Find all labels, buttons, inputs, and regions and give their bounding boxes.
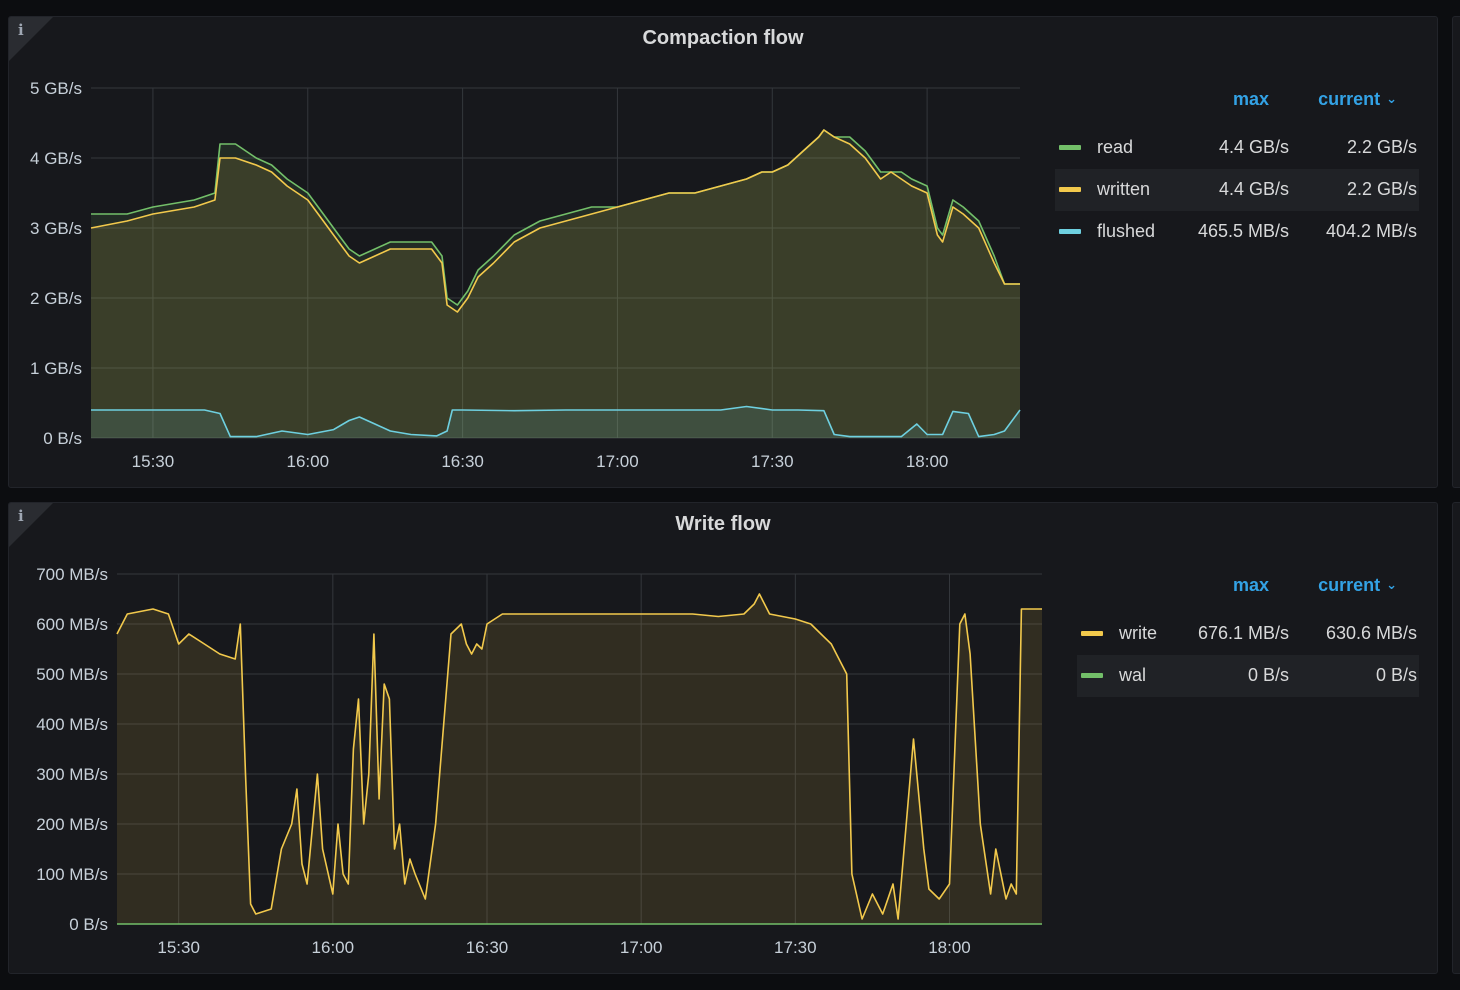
series-swatch <box>1081 673 1103 678</box>
chevron-down-icon: ⌄ <box>1386 577 1397 592</box>
legend-item-wal[interactable]: wal 0 B/s 0 B/s <box>1077 655 1419 697</box>
x-tick-label: 17:30 <box>774 938 817 957</box>
compaction-flow-panel: i Compaction flow 0 B/s 1 GB/s 2 GB/s 3 GB/… <box>8 16 1438 488</box>
y-tick-label: 500 MB/s <box>36 665 108 684</box>
legend-current-value: 404.2 MB/s <box>1325 221 1417 241</box>
y-tick-label: 100 MB/s <box>36 865 108 884</box>
y-tick-label: 0 B/s <box>43 429 82 448</box>
legend-current-value: 630.6 MB/s <box>1325 623 1417 643</box>
y-tick-label: 300 MB/s <box>36 765 108 784</box>
y-tick-label: 600 MB/s <box>36 615 108 634</box>
x-tick-label: 17:00 <box>620 938 663 957</box>
compaction-flow-chart[interactable]: 0 B/s 1 GB/s 2 GB/s 3 GB/s 4 GB/s 5 GB/s 15:30… <box>9 17 1049 487</box>
panel-info-corner[interactable] <box>9 503 53 547</box>
panel-info-corner[interactable] <box>9 17 53 61</box>
series-area-written <box>91 130 1020 438</box>
legend-series-name: written <box>1097 179 1151 199</box>
series-swatch <box>1081 631 1103 636</box>
legend-sort-current[interactable]: current ⌄ <box>1318 575 1397 595</box>
x-tick-label: 15:30 <box>132 452 175 471</box>
series-line-written[interactable] <box>90 129 1020 313</box>
x-tick-label: 16:30 <box>441 452 484 471</box>
y-tick-label: 0 B/s <box>69 915 108 934</box>
y-tick-label: 200 MB/s <box>36 815 108 834</box>
legend-sort-max[interactable]: max <box>1232 575 1269 595</box>
series-line-flushed[interactable] <box>91 405 1021 438</box>
series-area-flushed <box>91 406 1020 438</box>
legend-series-name: wal <box>1119 665 1147 685</box>
legend-header: max current ⌄ <box>1055 575 1419 613</box>
x-tick-label: 16:00 <box>312 938 355 957</box>
compaction-flow-legend: max current ⌄ read 4.4 GB/s 2.2 GB/s writ… <box>1055 89 1419 253</box>
write-flow-chart[interactable]: 0 B/s 100 MB/s 200 MB/s 300 MB/s 400 MB/s 500… <box>9 503 1069 973</box>
y-tick-label: 4 GB/s <box>30 149 82 168</box>
legend-max-value: 465.5 MB/s <box>1197 221 1289 241</box>
legend-current-value: 0 B/s <box>1375 665 1417 685</box>
chevron-down-icon: ⌄ <box>1386 91 1397 106</box>
legend-item-flushed[interactable]: flushed 465.5 MB/s 404.2 MB/s <box>1055 211 1419 253</box>
series-line-write[interactable] <box>116 593 1042 920</box>
x-tick-label: 15:30 <box>157 938 200 957</box>
y-tick-label: 2 GB/s <box>30 289 82 308</box>
info-icon[interactable]: i <box>18 507 24 525</box>
legend-current-value: 2.2 GB/s <box>1346 179 1417 199</box>
write-flow-legend: max current ⌄ write 676.1 MB/s 630.6 MB/s… <box>1055 575 1419 697</box>
x-tick-label: 18:00 <box>906 452 949 471</box>
panel-title[interactable]: Write flow <box>675 513 771 535</box>
write-flow-panel: i Write flow 0 B/s 100 MB/s 200 MB/s 300 MB… <box>8 502 1438 974</box>
adjacent-panel-edge <box>1452 502 1460 974</box>
series-swatch <box>1059 229 1081 234</box>
legend-sort-max[interactable]: max <box>1232 89 1269 109</box>
legend-header: max current ⌄ <box>1055 89 1419 127</box>
y-tick-label: 3 GB/s <box>30 219 82 238</box>
legend-item-write[interactable]: write 676.1 MB/s 630.6 MB/s <box>1077 613 1419 655</box>
legend-series-name: read <box>1097 137 1134 157</box>
legend-sort-current[interactable]: current ⌄ <box>1318 89 1397 109</box>
legend-max-value: 4.4 GB/s <box>1218 137 1289 157</box>
legend-item-read[interactable]: read 4.4 GB/s 2.2 GB/s <box>1055 127 1419 169</box>
series-swatch <box>1059 145 1081 150</box>
info-icon[interactable]: i <box>18 21 24 39</box>
series-area-read <box>91 130 1020 438</box>
legend-max-value: 4.4 GB/s <box>1218 179 1289 199</box>
legend-item-written[interactable]: written 4.4 GB/s 2.2 GB/s <box>1055 169 1419 211</box>
x-tick-label: 18:00 <box>928 938 971 957</box>
y-tick-label: 400 MB/s <box>36 715 108 734</box>
x-tick-label: 17:00 <box>596 452 639 471</box>
y-tick-label: 1 GB/s <box>30 359 82 378</box>
legend-current-value: 2.2 GB/s <box>1346 137 1417 157</box>
series-area-write <box>117 594 1042 924</box>
x-tick-label: 16:30 <box>466 938 509 957</box>
panel-title[interactable]: Compaction flow <box>642 27 804 49</box>
y-tick-label: 700 MB/s <box>36 565 108 584</box>
legend-max-value: 676.1 MB/s <box>1197 623 1289 643</box>
series-line-read[interactable] <box>91 129 1020 306</box>
legend-series-name: write <box>1119 623 1158 643</box>
series-swatch <box>1059 187 1081 192</box>
legend-series-name: flushed <box>1097 221 1156 241</box>
adjacent-panel-edge <box>1452 16 1460 488</box>
legend-max-value: 0 B/s <box>1247 665 1289 685</box>
x-tick-label: 17:30 <box>751 452 794 471</box>
y-tick-label: 5 GB/s <box>30 79 82 98</box>
x-tick-label: 16:00 <box>286 452 329 471</box>
